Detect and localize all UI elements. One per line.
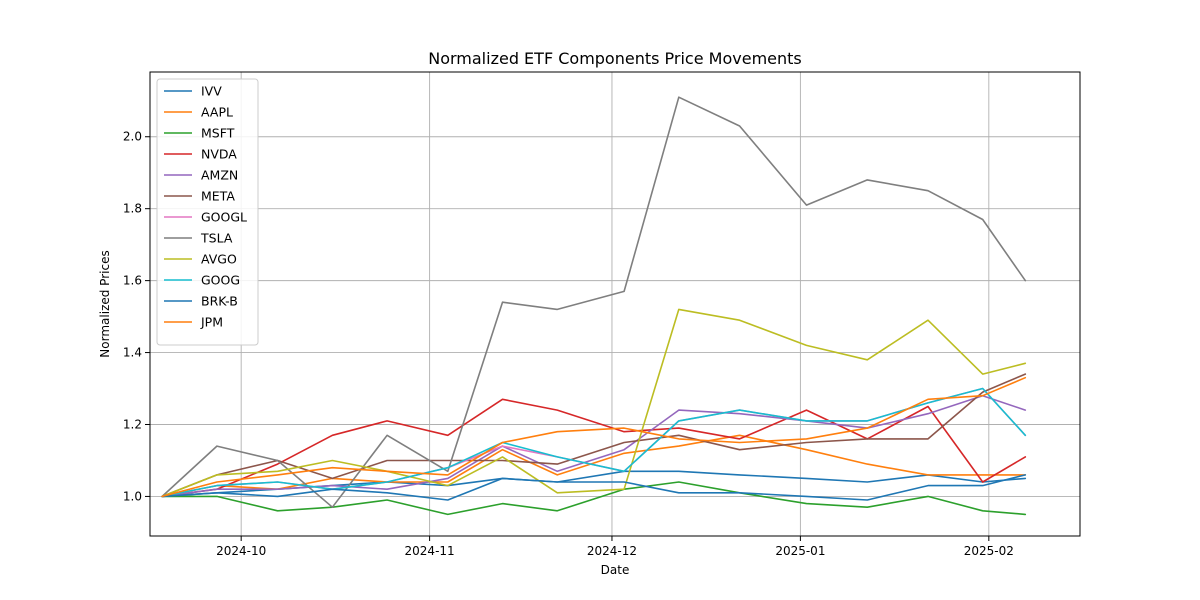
x-tick-label: 2025-01 (775, 544, 825, 558)
series-line-goog (161, 387, 1027, 498)
y-axis: 1.0 1.2 1.4 1.6 1.8 2.0 (123, 130, 150, 503)
series-line-avgo (161, 308, 1027, 498)
legend-label: META (201, 189, 235, 204)
x-tick-label: 2024-11 (405, 544, 455, 558)
series-line-nvda (161, 398, 1027, 498)
series-line-jpm (161, 376, 1027, 498)
y-tick-label: 1.0 (123, 489, 142, 503)
legend-box (156, 78, 259, 346)
legend: IVV AAPL MSFT NVDA AMZN META GOOGL TSLA AVGO GOOG… (156, 78, 259, 346)
plot-frame (149, 71, 1081, 537)
x-tick-label: 2024-12 (587, 544, 637, 558)
legend-label: NVDA (201, 147, 237, 162)
series-line-brk-b (161, 474, 1027, 501)
series-line-msft (161, 481, 1027, 516)
legend-label: IVV (201, 84, 222, 99)
series-line-meta (161, 373, 1027, 498)
legend-label: BRK-B (201, 294, 238, 309)
legend-label: MSFT (201, 126, 235, 141)
chart-title: Normalized ETF Components Price Movement… (428, 49, 802, 68)
legend-label: GOOGL (201, 210, 247, 225)
legend-label: AAPL (201, 105, 233, 120)
y-axis-title: Normalized Prices (98, 250, 112, 357)
series-lines (161, 96, 1027, 516)
legend-label: GOOG (201, 273, 240, 288)
legend-label: JPM (200, 315, 223, 330)
x-tick-label: 2024-10 (216, 544, 266, 558)
x-axis-title: Date (601, 563, 630, 577)
y-tick-label: 1.4 (123, 346, 142, 360)
y-tick-label: 1.8 (123, 202, 142, 216)
legend-label: AVGO (201, 252, 237, 267)
legend-label: TSLA (200, 231, 233, 246)
y-tick-label: 1.2 (123, 417, 142, 431)
series-line-tsla (161, 96, 1027, 509)
series-line-amzn (161, 394, 1027, 498)
x-axis: 2024-10 2024-11 2024-12 2025-01 2025-02 (216, 536, 1014, 558)
legend-label: AMZN (201, 168, 238, 183)
y-tick-label: 2.0 (123, 130, 142, 144)
y-tick-label: 1.6 (123, 274, 142, 288)
x-tick-label: 2025-02 (964, 544, 1014, 558)
gridlines (150, 72, 1080, 536)
